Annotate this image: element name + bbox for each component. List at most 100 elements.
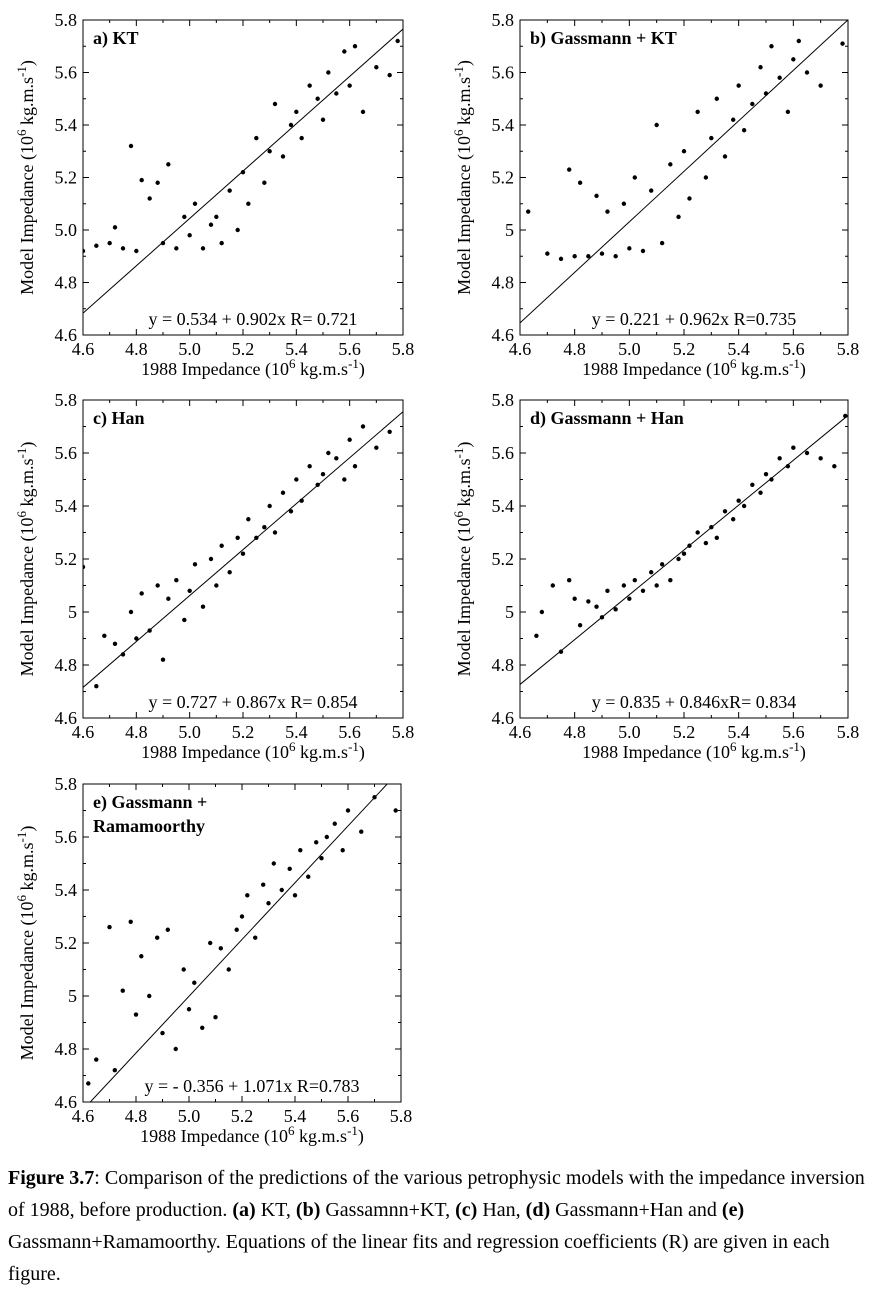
data-point <box>267 503 272 509</box>
data-point <box>703 175 709 180</box>
x-tick-label: 5.2 <box>673 339 696 359</box>
data-point <box>360 109 366 115</box>
x-tick-label: 4.8 <box>125 1106 148 1126</box>
y-tick-label: 4.6 <box>492 708 515 728</box>
data-point <box>687 196 692 201</box>
axis-label-superscript: 6 <box>451 510 466 517</box>
caption-b-label: (b) <box>295 1199 321 1221</box>
panel-title: c) Han <box>93 408 145 429</box>
axis-label-superscript: 6 <box>451 129 466 136</box>
data-point <box>94 243 99 248</box>
x-tick-label: 5.0 <box>178 1106 201 1126</box>
data-point <box>299 498 304 503</box>
data-point <box>235 535 240 540</box>
axis-label-part: kg.m.s <box>737 359 790 379</box>
caption-c-text: Han, <box>477 1199 526 1221</box>
data-point <box>818 456 823 461</box>
chart-panel-a: 4.6 4.8 5.0 5.2 5.4 5.6 5.8 4.6 4.8 5.0 5.2 5.4 5.6 5… <box>14 10 415 380</box>
y-axis-label-text: Model Impedance (106 kg.m.s-1) <box>451 442 476 677</box>
data-point <box>791 445 796 450</box>
data-point <box>676 214 681 220</box>
data-point <box>326 70 331 75</box>
axis-label-part: kg.m.s <box>17 77 37 130</box>
data-point <box>272 530 278 535</box>
chart-panel-e: 4.6 4.8 5.0 5.2 5.4 5.6 5.8 4.6 4.8 5 5.2 5.4 5.6 5.8… <box>14 774 413 1147</box>
y-tick-label: 5.8 <box>492 390 515 410</box>
data-point <box>187 588 192 593</box>
data-point <box>395 38 400 44</box>
data-point <box>332 821 337 826</box>
data-point <box>599 615 605 620</box>
axis-label-part: Model Impedance (10 <box>454 517 475 676</box>
data-point <box>632 175 637 180</box>
data-point <box>572 254 577 259</box>
x-tick-label: 4.8 <box>125 339 148 359</box>
data-point <box>687 543 692 548</box>
data-point <box>147 628 152 633</box>
y-tick-label: 4.8 <box>55 273 78 293</box>
data-point <box>550 583 555 588</box>
axis-label-superscript: 6 <box>14 510 29 517</box>
caption-e-label: (e) <box>721 1199 745 1221</box>
data-point <box>613 254 618 259</box>
x-tick-label: 5.4 <box>285 722 308 742</box>
data-point <box>659 240 665 246</box>
data-point <box>791 57 796 62</box>
plot-frame <box>82 19 404 336</box>
data-point <box>227 188 232 193</box>
data-point <box>320 472 326 477</box>
data-point <box>359 829 364 834</box>
fit-equation: y = 0.534 + 0.902x R= 0.721 <box>149 309 358 329</box>
x-tick-label: 4.6 <box>509 722 532 742</box>
data-point <box>133 1012 139 1017</box>
data-point <box>372 795 377 800</box>
panel-title: d) Gassmann + Han <box>530 408 684 429</box>
axis-label-superscript: -1 <box>789 356 800 371</box>
data-point <box>736 498 741 503</box>
axis-label-part: kg.m.s <box>737 742 790 762</box>
data-point <box>174 246 179 251</box>
data-layer <box>83 411 403 689</box>
data-point <box>758 490 763 495</box>
figure-panels: 4.6 4.8 5.0 5.2 5.4 5.6 5.8 4.6 4.8 5.0 5.2 5.4 5.6 5… <box>14 10 860 1147</box>
data-point <box>186 1007 192 1012</box>
x-tick-label: 4.8 <box>125 722 148 742</box>
axis-label-part: Model Impedance (10 <box>454 136 475 295</box>
data-point <box>128 919 133 924</box>
x-axis-label-text: 1988 Impedance (106 kg.m.s-1) <box>141 739 365 764</box>
y-tick-label: 4.8 <box>55 1039 78 1059</box>
data-point <box>572 596 577 601</box>
data-point <box>832 464 837 469</box>
data-point <box>387 429 392 434</box>
y-tick-label: 5.6 <box>55 63 78 83</box>
data-point <box>577 180 583 185</box>
data-point <box>208 222 214 227</box>
data-point <box>235 227 240 233</box>
data-point <box>558 256 564 262</box>
data-point <box>345 808 351 813</box>
data-point <box>166 596 171 601</box>
caption-a-text: KT, <box>255 1199 296 1221</box>
data-point <box>374 445 379 450</box>
y-tick-label: 4.6 <box>55 708 78 728</box>
caption-a-label: (a) <box>232 1199 256 1221</box>
data-point <box>750 101 755 107</box>
fit-line <box>520 415 848 685</box>
fit-equation: y = 0.727 + 0.867x R= 0.854 <box>149 692 358 712</box>
axis-label-part: ) <box>800 359 806 380</box>
data-point <box>287 866 292 871</box>
data-point <box>298 848 303 853</box>
data-point <box>107 924 112 930</box>
x-tick-label: 4.6 <box>72 722 95 742</box>
y-tick-label: 4.6 <box>55 325 78 345</box>
data-layer <box>83 28 403 314</box>
data-point <box>139 177 144 183</box>
axis-label-superscript: -1 <box>451 448 466 459</box>
axis-label-part: ) <box>359 359 365 380</box>
data-point <box>245 893 250 898</box>
data-point <box>594 193 599 199</box>
data-point <box>586 254 591 259</box>
data-point <box>676 556 681 562</box>
plot-frame <box>82 399 404 719</box>
axis-label-part: kg.m.s <box>295 1126 348 1146</box>
